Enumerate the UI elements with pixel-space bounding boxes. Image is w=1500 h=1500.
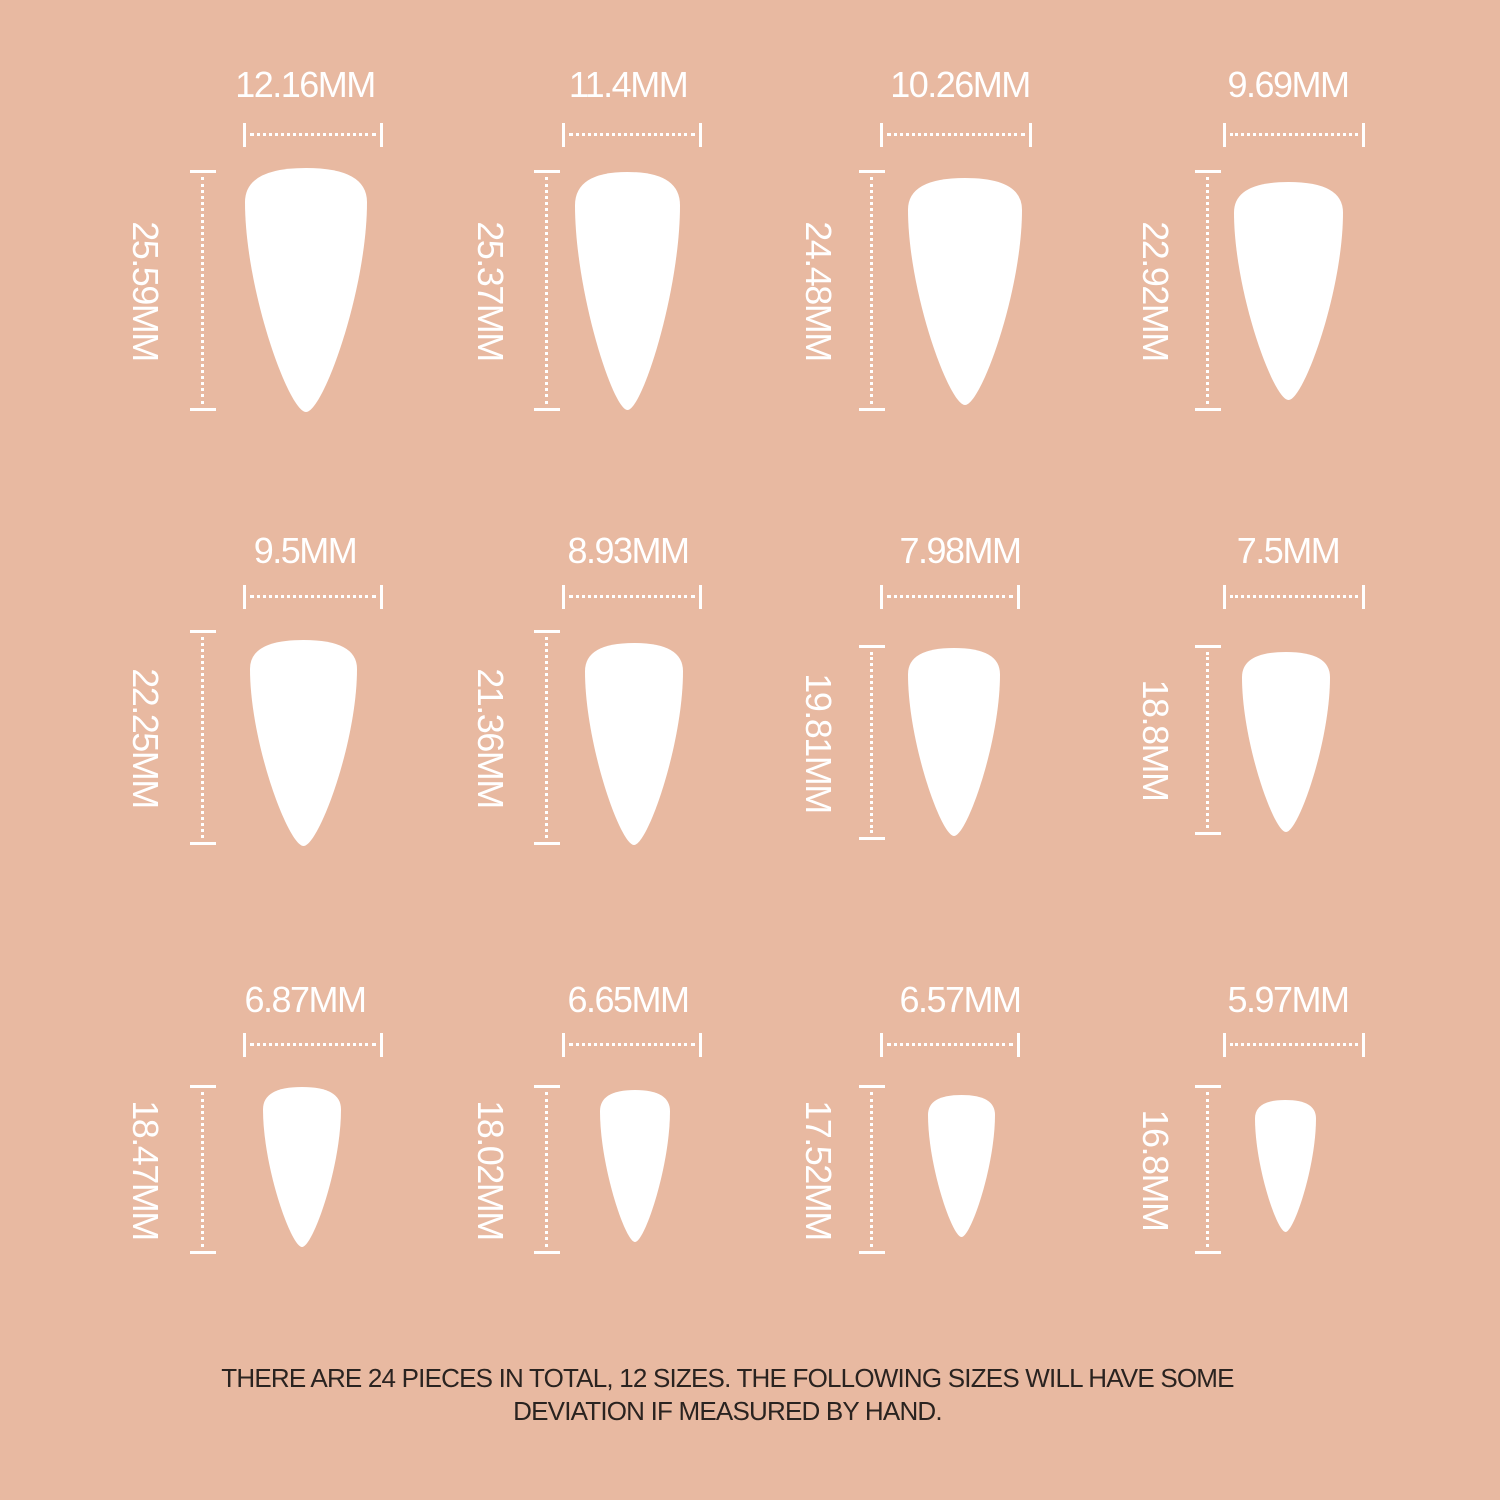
nail-shape-path [1255,1100,1316,1232]
length-label: 16.8MM [1135,1108,1176,1231]
nail-shape [575,172,680,410]
width-label: 5.97MM [1227,979,1350,1020]
length-label: 22.92MM [1135,220,1176,361]
nail-shape [908,648,1000,836]
length-label: 18.02MM [470,1099,511,1240]
width-dimension-line [1223,123,1365,147]
nail-shape [585,643,683,845]
width-label: 7.98MM [899,530,1022,571]
length-dimension-line [534,630,560,845]
width-dimension-line [1223,585,1365,609]
width-dimension-line [562,585,702,609]
nail-shape-path [1242,652,1330,832]
length-label: 22.25MM [125,667,166,808]
width-dimension-line [880,585,1020,609]
length-dimension-line [1195,1085,1221,1254]
nail-shape [1234,182,1343,400]
width-label: 6.65MM [567,979,690,1020]
width-dimension-line [243,1033,383,1057]
width-dimension-line [562,123,702,147]
nail-shape-path [1234,182,1343,400]
width-label: 6.57MM [899,979,1022,1020]
nail-shape-path [928,1095,995,1237]
nail-shape-path [250,640,357,846]
width-label: 11.4MM [568,64,689,105]
nail-shape-path [908,648,1000,836]
note-line-1: THERE ARE 24 PIECES IN TOTAL, 12 SIZES. … [221,1363,1234,1393]
length-label: 19.81MM [798,672,839,813]
length-dimension-line [859,1085,885,1254]
nail-shape [928,1095,995,1237]
length-dimension-line [1195,170,1221,411]
width-label: 8.93MM [567,530,690,571]
length-label: 17.52MM [798,1099,839,1240]
width-label: 9.5MM [253,530,358,571]
width-dimension-line [243,123,383,147]
nail-shape-path [600,1090,670,1242]
length-dimension-line [859,170,885,411]
nail-shape-path [585,643,683,845]
length-dimension-line [190,170,216,411]
width-label: 6.87MM [244,979,367,1020]
length-label: 25.59MM [125,220,166,361]
nail-shape-path [245,168,367,412]
length-label: 25.37MM [470,220,511,361]
width-dimension-line [880,123,1032,147]
width-dimension-line [1223,1033,1365,1057]
nail-shape [908,178,1022,405]
nail-shape-path [575,172,680,410]
width-dimension-line [243,585,383,609]
nail-shape [263,1087,341,1247]
nail-shape [245,168,367,412]
length-dimension-line [534,170,560,411]
nail-shape-path [908,178,1022,405]
length-dimension-line [190,1085,216,1254]
length-label: 21.36MM [470,667,511,808]
nail-shape [1255,1100,1316,1232]
note-line-2: DEVIATION IF MEASURED BY HAND. [513,1396,942,1426]
width-dimension-line [880,1033,1020,1057]
length-label: 18.8MM [1135,679,1176,801]
width-dimension-line [562,1033,702,1057]
width-label: 9.69MM [1227,64,1350,105]
width-label: 12.16MM [235,64,376,105]
width-label: 10.26MM [890,64,1031,105]
nail-shape-path [263,1087,341,1247]
nail-shape [600,1090,670,1242]
length-dimension-line [1195,645,1221,835]
length-dimension-line [190,630,216,845]
length-label: 18.47MM [125,1099,166,1240]
size-note: THERE ARE 24 PIECES IN TOTAL, 12 SIZES. … [0,1362,1455,1428]
length-dimension-line [859,645,885,840]
nail-shape [250,640,357,846]
width-label: 7.5MM [1236,530,1341,571]
length-label: 24.48MM [798,220,839,361]
length-dimension-line [534,1085,560,1254]
nail-shape [1242,652,1330,832]
